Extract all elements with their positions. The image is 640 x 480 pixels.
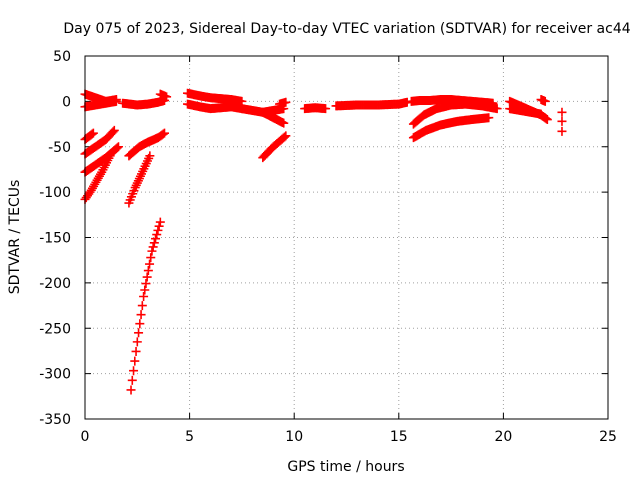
data-point: [492, 104, 502, 114]
chart-title: Day 075 of 2023, Sidereal Day-to-day VTE…: [63, 21, 630, 37]
y-tick-label: -200: [39, 276, 71, 292]
data-point: [158, 129, 168, 139]
data-point: [142, 272, 152, 282]
axis-ticks: 0 5 10 15 20 25 50 0 -50 -100 -150 -200 -250 -300 -350: [39, 49, 617, 445]
y-tick-label: 0: [62, 94, 71, 110]
data-point: [143, 266, 153, 276]
data-point: [137, 301, 147, 311]
data-point: [542, 115, 552, 125]
data-point: [145, 259, 155, 269]
y-tick-label: -350: [39, 412, 71, 428]
data-point: [159, 128, 169, 138]
x-tick-label: 5: [185, 429, 194, 445]
y-tick-label: -50: [48, 140, 71, 156]
data-point: [131, 346, 141, 356]
data-point: [280, 132, 290, 142]
x-tick-label: 0: [81, 429, 90, 445]
y-tick-label: -300: [39, 367, 71, 383]
data-points: [80, 88, 567, 395]
y-tick-label: -250: [39, 321, 71, 337]
data-point: [108, 127, 118, 137]
data-point: [281, 97, 291, 107]
data-point: [113, 142, 123, 152]
data-point: [134, 328, 144, 338]
data-point: [141, 279, 151, 289]
data-point: [536, 109, 546, 119]
x-tick-label: 20: [494, 429, 512, 445]
data-point: [149, 238, 159, 248]
data-point: [136, 310, 146, 320]
data-point: [129, 366, 139, 376]
data-point: [88, 128, 98, 138]
data-point: [139, 291, 149, 301]
data-point: [147, 246, 157, 256]
data-point: [126, 385, 136, 395]
data-point: [111, 96, 121, 106]
data-point: [402, 97, 412, 107]
y-axis-label: SDTVAR / TECUs: [7, 180, 23, 295]
data-point: [557, 126, 567, 136]
plot-frame: [84, 55, 609, 420]
data-point: [140, 285, 150, 295]
x-tick-label: 10: [285, 429, 303, 445]
y-tick-label: 50: [53, 49, 71, 65]
data-point: [130, 356, 140, 366]
data-point: [321, 104, 331, 114]
data-point: [109, 125, 119, 135]
data-point: [155, 217, 165, 227]
y-tick-label: -100: [39, 185, 71, 201]
data-point: [146, 253, 156, 263]
data-point: [557, 107, 567, 117]
data-point: [151, 234, 161, 244]
y-tick-label: -150: [39, 231, 71, 247]
data-point: [135, 319, 145, 329]
data-point: [127, 375, 137, 385]
data-point: [162, 92, 172, 102]
data-point: [540, 96, 550, 106]
data-point: [105, 151, 115, 161]
data-point: [148, 242, 158, 252]
x-tick-label: 15: [390, 429, 408, 445]
data-point: [557, 116, 567, 126]
data-point: [153, 225, 163, 235]
data-point: [281, 131, 291, 141]
x-tick-label: 25: [599, 429, 617, 445]
data-point: [279, 118, 289, 128]
data-point: [152, 230, 162, 240]
x-axis-label: GPS time / hours: [287, 459, 404, 475]
data-point: [112, 143, 122, 153]
data-point: [87, 129, 97, 139]
data-point: [484, 113, 494, 123]
data-point: [132, 337, 142, 347]
grid: [85, 56, 608, 419]
data-point: [154, 221, 164, 231]
data-point: [145, 151, 155, 161]
